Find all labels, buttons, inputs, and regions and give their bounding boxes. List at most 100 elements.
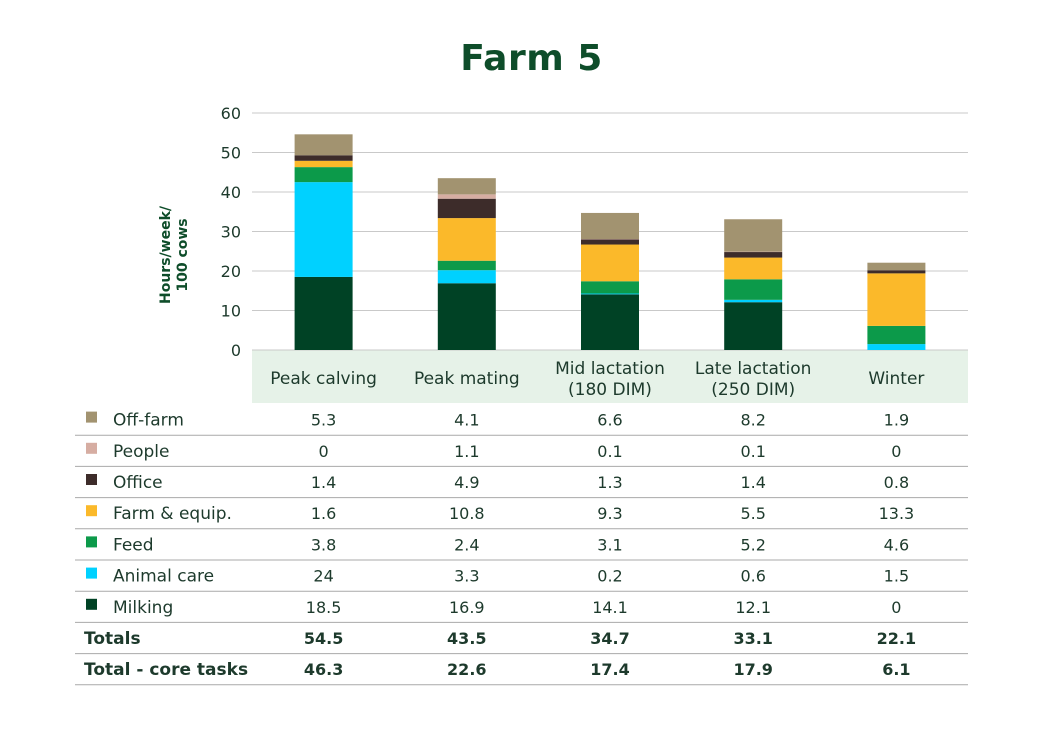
bar-segment-animal-care (581, 293, 639, 295)
bar-segment-office (294, 155, 353, 161)
table-cell: 1.1 (454, 442, 479, 461)
table-cell: 0 (891, 598, 901, 617)
legend-swatch (86, 442, 97, 454)
legend-label: Feed (113, 535, 154, 555)
y-tick-label: 40 (221, 183, 241, 202)
totals-cell: 46.3 (304, 660, 343, 679)
bar-segment-off-farm (437, 178, 496, 195)
bar-segment-farm-equip (867, 273, 926, 326)
bar-segment-off-farm (294, 134, 353, 156)
legend-swatch (86, 474, 97, 485)
table-cell: 0.8 (884, 473, 909, 492)
y-tick-label: 0 (231, 341, 241, 360)
table-cell: 5.3 (311, 411, 336, 430)
category-label: Mid lactation (555, 359, 665, 379)
totals-cell: 17.4 (590, 660, 629, 679)
legend-label: Animal care (113, 567, 214, 587)
bar-segment-off-farm (867, 262, 926, 271)
totals-cell: 33.1 (733, 629, 772, 648)
chart-title: Farm 5 (460, 38, 603, 79)
table-cell: 4.1 (454, 411, 479, 430)
table-cell: 5.5 (740, 504, 765, 523)
bar-segment-office (724, 252, 783, 258)
table-cell: 1.5 (884, 567, 909, 586)
table-cell: 13.3 (879, 504, 915, 523)
legend-label: Farm & equip. (113, 504, 232, 524)
bar-segment-office (867, 270, 926, 274)
y-tick-label: 20 (221, 262, 241, 281)
table-cell: 6.6 (597, 411, 622, 430)
bar-segment-office (437, 198, 496, 219)
bar-segment-animal-care (724, 299, 783, 303)
totals-cell: 43.5 (447, 629, 486, 648)
bar-segment-farm-equip (437, 218, 496, 261)
legend-swatch (86, 505, 97, 517)
legend-swatch (86, 567, 97, 579)
totals-cell: 22.1 (877, 629, 916, 648)
table-cell: 5.2 (740, 535, 765, 554)
bar-segment-farm-equip (724, 257, 783, 280)
table-cell: 2.4 (454, 535, 479, 554)
bar-segment-farm-equip (581, 244, 639, 282)
bar-segment-people (437, 194, 496, 199)
table-cell: 4.9 (454, 473, 479, 492)
legend-swatch (86, 411, 97, 423)
y-tick-label: 30 (221, 223, 241, 242)
legend-label: People (113, 442, 169, 462)
table-cell: 1.4 (311, 473, 336, 492)
y-tick-label: 60 (221, 104, 241, 123)
category-label: (250 DIM) (711, 380, 795, 400)
totals-cell: 34.7 (590, 629, 629, 648)
bar-segment-animal-care (437, 270, 496, 284)
y-tick-label: 50 (221, 144, 241, 163)
table-cell: 1.3 (597, 473, 622, 492)
table-cell: 18.5 (306, 598, 342, 617)
table-cell: 24 (313, 567, 333, 586)
table-cell: 0.1 (597, 442, 622, 461)
table-cell: 3.8 (311, 535, 336, 554)
table-cell: 16.9 (449, 598, 485, 617)
category-label: Late lactation (695, 359, 812, 379)
category-label: Peak calving (270, 369, 377, 389)
legend-label: Milking (113, 598, 173, 618)
legend-label: Office (113, 473, 163, 493)
bar-segment-milking (437, 283, 496, 350)
bar-segment-feed (724, 279, 783, 300)
table-cell: 0.1 (740, 442, 765, 461)
totals-label: Totals (84, 629, 141, 649)
category-label: Peak mating (414, 369, 520, 389)
table-cell: 0.6 (740, 567, 765, 586)
category-label: Winter (868, 369, 924, 389)
table-cell: 4.6 (884, 535, 909, 554)
legend-swatch (86, 598, 97, 610)
legend-swatch (86, 536, 97, 548)
bar-segment-off-farm (724, 219, 783, 252)
category-band (252, 350, 968, 403)
totals-label: Total - core tasks (84, 660, 248, 680)
totals-cell: 6.1 (882, 660, 910, 679)
bar-segment-farm-equip (294, 160, 353, 168)
table-cell: 0 (319, 442, 329, 461)
table-cell: 0 (891, 442, 901, 461)
legend-label: Off-farm (113, 411, 184, 431)
table-cell: 1.4 (740, 473, 765, 492)
bar-segment-office (581, 239, 639, 245)
bar-segment-feed (867, 325, 926, 345)
bar-segment-milking (724, 302, 783, 350)
table-cell: 1.9 (884, 411, 909, 430)
y-tick-label: 10 (221, 302, 241, 321)
bar-segment-feed (581, 281, 639, 294)
table-cell: 10.8 (449, 504, 485, 523)
bar-segment-feed (294, 167, 353, 183)
table-cell: 3.3 (454, 567, 479, 586)
totals-cell: 17.9 (733, 660, 772, 679)
bar-segment-animal-care (867, 344, 926, 350)
table-cell: 8.2 (740, 411, 765, 430)
table-cell: 9.3 (597, 504, 622, 523)
bar-segment-animal-care (294, 182, 353, 277)
table-cell: 3.1 (597, 535, 622, 554)
table-cell: 1.6 (311, 504, 336, 523)
category-label: (180 DIM) (568, 380, 652, 400)
totals-cell: 54.5 (304, 629, 343, 648)
